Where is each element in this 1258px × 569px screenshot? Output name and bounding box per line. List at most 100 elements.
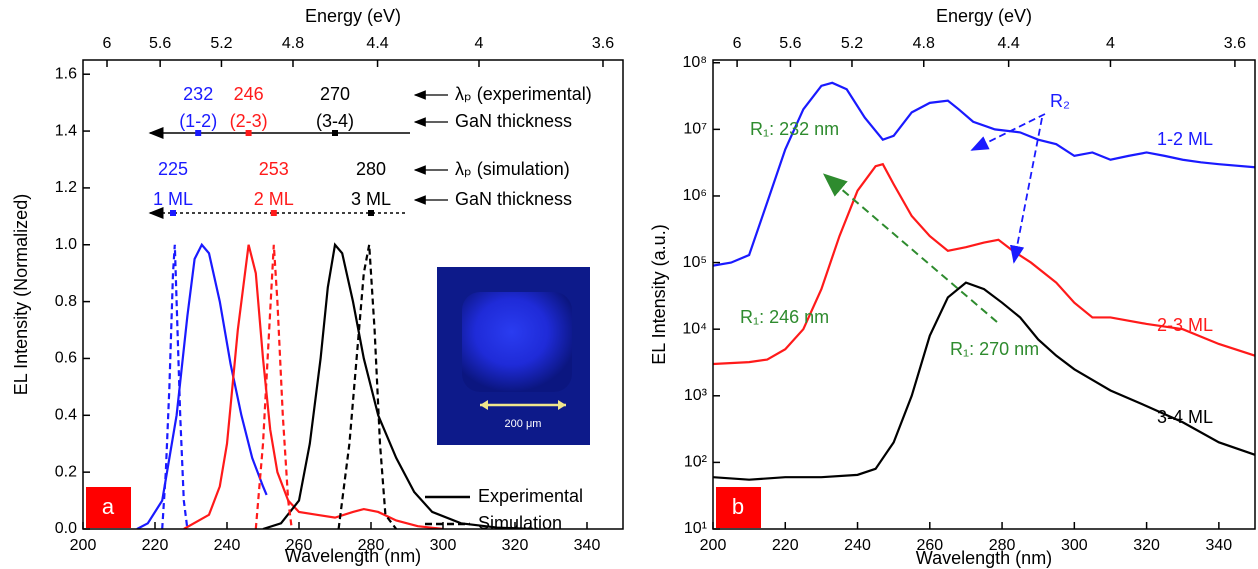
peak-marker bbox=[195, 130, 202, 136]
x-tick-label: 220 bbox=[142, 537, 169, 554]
thickness-label: 3 ML bbox=[351, 189, 391, 209]
x-tick-label: 340 bbox=[1206, 537, 1233, 554]
plot-frame bbox=[712, 59, 1256, 530]
thickness-label: (2-3) bbox=[230, 111, 268, 131]
y-tick-label: 1.2 bbox=[55, 179, 77, 196]
series-label: 3-4 ML bbox=[1157, 407, 1213, 427]
peak-label: 246 bbox=[234, 84, 264, 104]
annotation: GaN thickness bbox=[455, 189, 572, 209]
r2-arrow bbox=[1010, 117, 1043, 264]
x2-tick-label: 4.8 bbox=[913, 35, 935, 52]
panel-label: b bbox=[732, 494, 744, 519]
annotation: R₁: 270 nm bbox=[950, 339, 1039, 359]
y-tick-label: 10⁵ bbox=[683, 254, 707, 271]
annotation: λₚ (experimental) bbox=[455, 84, 592, 104]
y-tick-label: 1.0 bbox=[55, 236, 77, 253]
x2-tick-label: 6 bbox=[733, 35, 742, 52]
peak-marker bbox=[368, 210, 374, 216]
series-line bbox=[337, 244, 398, 529]
inset-image: 200 μm bbox=[437, 267, 590, 445]
y-axis-title: EL Intensity (a.u.) bbox=[649, 224, 669, 364]
panel-label-box bbox=[716, 487, 761, 528]
series-line bbox=[713, 281, 1255, 481]
peak-label: 280 bbox=[356, 159, 386, 179]
series-label: 1-2 ML bbox=[1157, 129, 1213, 149]
y-tick-label: 0.6 bbox=[55, 350, 77, 367]
thickness-label: 2 ML bbox=[254, 189, 294, 209]
x-tick-label: 240 bbox=[844, 537, 871, 554]
x-tick-label: 340 bbox=[574, 537, 601, 554]
annotation: R₁: 246 nm bbox=[740, 307, 829, 327]
y-tick-label: 0.4 bbox=[55, 407, 77, 424]
x-tick-label: 240 bbox=[214, 537, 241, 554]
peak-label: 225 bbox=[158, 159, 188, 179]
x2-tick-label: 4.8 bbox=[282, 35, 304, 52]
x2-tick-label: 6 bbox=[103, 35, 112, 52]
panel: 200 220 240 260 280 300 320 340 6 5.6 5.2 4.8 4.4 4 3.… bbox=[649, 6, 1256, 568]
y-tick-label: 10⁶ bbox=[683, 187, 707, 204]
x2-tick-label: 3.6 bbox=[592, 35, 614, 52]
series-line bbox=[713, 81, 1255, 267]
thickness-label: (3-4) bbox=[316, 111, 354, 131]
y-tick-label: 10³ bbox=[684, 387, 708, 404]
x2-tick-label: 5.2 bbox=[210, 35, 232, 52]
legend-label: Experimental bbox=[478, 486, 583, 506]
plot-frame bbox=[82, 59, 624, 530]
r1-trend-arrow bbox=[822, 173, 998, 323]
x2-tick-label: 3.6 bbox=[1224, 35, 1246, 52]
series-line bbox=[254, 244, 293, 529]
x-tick-label: 320 bbox=[1133, 537, 1160, 554]
peak-marker bbox=[270, 210, 277, 216]
x2-tick-label: 5.6 bbox=[779, 35, 801, 52]
x-tick-label: 300 bbox=[430, 537, 457, 554]
x2-tick-label: 4.4 bbox=[366, 35, 388, 52]
thickness-label: 1 ML bbox=[153, 189, 193, 209]
x-tick-label: 320 bbox=[502, 537, 529, 554]
y-tick-label: 0.2 bbox=[55, 463, 77, 480]
series-line bbox=[713, 162, 1255, 366]
x2-tick-label: 4.4 bbox=[998, 35, 1020, 52]
x-tick-label: 280 bbox=[358, 537, 385, 554]
legend-label: Simulation bbox=[478, 513, 562, 533]
peak-marker bbox=[245, 130, 252, 136]
peak-marker bbox=[332, 130, 338, 136]
x-tick-label: 200 bbox=[700, 537, 727, 554]
series-label: 2-3 ML bbox=[1157, 315, 1213, 335]
x2-tick-label: 4 bbox=[1106, 35, 1115, 52]
x-tick-label: 300 bbox=[1061, 537, 1088, 554]
y-tick-label: 10² bbox=[684, 454, 708, 471]
y-tick-label: 1.6 bbox=[55, 65, 77, 82]
y-tick-label: 10¹ bbox=[684, 520, 707, 537]
panel: 200 220 240 260 280 300 320 340 6 5.6 5.2 4.8 4.4 4 3.… bbox=[11, 6, 624, 566]
annotation: λₚ (simulation) bbox=[455, 159, 570, 179]
panel-label: a bbox=[102, 494, 115, 519]
y-tick-label: 10⁸ bbox=[682, 54, 707, 71]
series-line bbox=[183, 244, 444, 529]
inset-device bbox=[462, 292, 572, 392]
x2-axis-title: Energy (eV) bbox=[305, 6, 401, 26]
y-tick-label: 10⁴ bbox=[682, 320, 707, 337]
thickness-label: (1-2) bbox=[179, 111, 217, 131]
series-line bbox=[136, 242, 268, 529]
y-tick-label: 1.4 bbox=[55, 122, 77, 139]
x2-tick-label: 5.6 bbox=[149, 35, 171, 52]
x2-axis-title: Energy (eV) bbox=[936, 6, 1032, 26]
x-tick-label: 260 bbox=[916, 537, 943, 554]
scale-label: 200 μm bbox=[505, 418, 542, 430]
annotation: GaN thickness bbox=[455, 111, 572, 131]
x-tick-label: 280 bbox=[989, 537, 1016, 554]
peak-marker bbox=[170, 210, 176, 216]
series-line bbox=[262, 242, 534, 529]
x-tick-label: 200 bbox=[70, 537, 97, 554]
x-tick-label: 220 bbox=[772, 537, 799, 554]
y-axis-title: EL Intensity (Normalized) bbox=[11, 194, 31, 395]
x2-tick-label: 5.2 bbox=[841, 35, 863, 52]
y-tick-label: 0.0 bbox=[55, 520, 77, 537]
x-axis-title: Wavelength (nm) bbox=[916, 548, 1052, 568]
peak-label: 253 bbox=[259, 159, 289, 179]
annotation: R₂ bbox=[1050, 91, 1070, 111]
x-axis-title: Wavelength (nm) bbox=[285, 546, 421, 566]
